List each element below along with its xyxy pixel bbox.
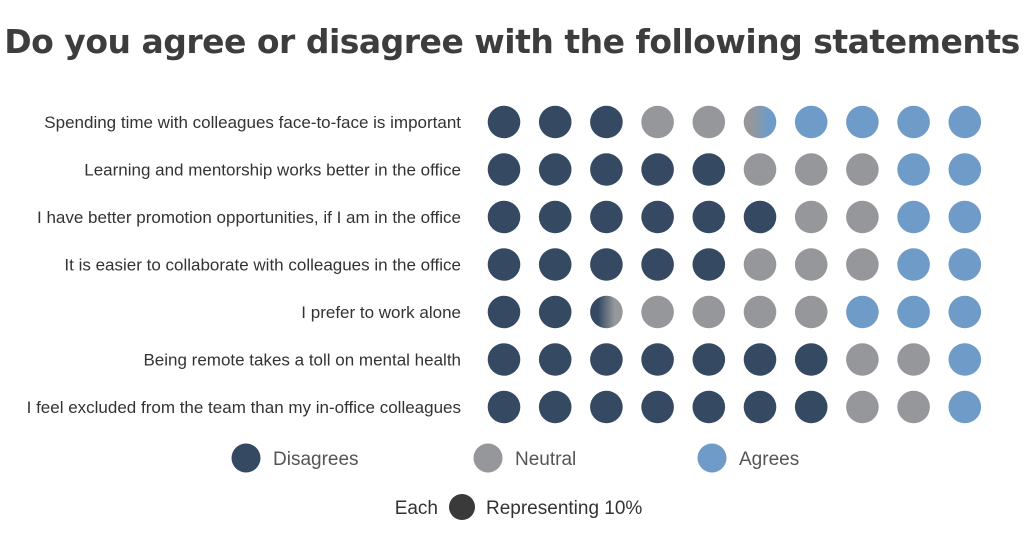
waffle-dot	[692, 390, 726, 424]
waffle-dot	[897, 390, 930, 424]
waffle-dot	[846, 105, 879, 139]
legend-item-disagrees: Disagrees	[231, 443, 359, 473]
waffle-dot	[846, 343, 879, 376]
waffle-dot	[487, 105, 521, 139]
waffle-dot	[590, 248, 623, 281]
waffle-dot	[590, 295, 623, 329]
waffle-dot	[692, 200, 726, 234]
legend-item-neutral: Neutral	[473, 443, 576, 473]
waffle-dot	[794, 200, 828, 234]
waffle-dot	[794, 248, 828, 281]
waffle-dot	[743, 153, 777, 186]
waffle-dot	[590, 105, 623, 139]
waffle-dot	[948, 390, 982, 424]
waffle-dot	[743, 390, 777, 424]
waffle-dot	[897, 153, 930, 186]
waffle-dot	[897, 295, 930, 329]
waffle-dot	[948, 153, 982, 186]
waffle-dot	[487, 390, 521, 424]
waffle-dot	[641, 343, 674, 376]
waffle-dot	[538, 390, 572, 424]
waffle-dot	[538, 248, 572, 281]
waffle-dot	[794, 343, 828, 376]
waffle-dot	[538, 295, 572, 329]
waffle-dot	[487, 200, 521, 234]
waffle-dot	[538, 200, 572, 234]
waffle-dot	[487, 153, 521, 186]
waffle-dot	[590, 390, 623, 424]
waffle-dot	[641, 295, 674, 329]
waffle-dot	[948, 105, 982, 139]
waffle-dot	[538, 343, 572, 376]
row-label: I have better promotion opportunities, i…	[37, 208, 461, 227]
chart-title: Do you agree or disagree with the follow…	[4, 22, 1020, 61]
waffle-dot	[743, 200, 777, 234]
waffle-dot	[743, 105, 777, 139]
unit-dot-icon	[449, 494, 475, 520]
legend-swatch	[231, 443, 261, 473]
waffle-dot	[538, 105, 572, 139]
waffle-dot	[846, 200, 879, 234]
row-label: I feel excluded from the team than my in…	[27, 398, 461, 417]
waffle-dot	[487, 343, 521, 376]
row-label: Being remote takes a toll on mental heal…	[143, 351, 461, 370]
waffle-dot	[794, 390, 828, 424]
waffle-dot	[590, 200, 623, 234]
waffle-dot	[846, 153, 879, 186]
legend-item-agrees: Agrees	[697, 443, 799, 473]
waffle-dot	[948, 200, 982, 234]
waffle-dot	[897, 248, 930, 281]
waffle-dot	[692, 105, 726, 139]
row-label: Learning and mentorship works better in …	[84, 161, 461, 180]
waffle-dot	[846, 248, 879, 281]
legend-label: Disagrees	[273, 449, 359, 470]
waffle-dot	[743, 248, 777, 281]
waffle-dot	[743, 295, 777, 329]
waffle-dot	[846, 390, 879, 424]
waffle-dot	[692, 248, 726, 281]
waffle-dot	[692, 295, 726, 329]
waffle-dot	[590, 343, 623, 376]
legend-label: Neutral	[515, 449, 576, 470]
unit-note-prefix: Each	[395, 498, 438, 519]
waffle-dot	[897, 105, 930, 139]
waffle-dot	[897, 200, 930, 234]
waffle-dot	[948, 295, 982, 329]
waffle-dot	[948, 343, 982, 376]
waffle-dot	[641, 105, 674, 139]
legend-swatch	[473, 443, 503, 473]
waffle-dot	[487, 248, 521, 281]
waffle-dot	[590, 153, 623, 186]
waffle-dot	[794, 105, 828, 139]
row-label: I prefer to work alone	[301, 303, 461, 322]
waffle-dot	[641, 200, 674, 234]
waffle-dot	[743, 343, 777, 376]
waffle-dot	[692, 153, 726, 186]
waffle-dot	[641, 153, 674, 186]
legend-label: Agrees	[739, 449, 799, 470]
waffle-dot	[487, 295, 521, 329]
waffle-dot	[692, 343, 726, 376]
row-label: It is easier to collaborate with colleag…	[64, 256, 461, 275]
waffle-dot	[794, 295, 828, 329]
legend-swatch	[697, 443, 727, 473]
unit-note-suffix: Representing 10%	[486, 498, 642, 519]
waffle-dot	[948, 248, 982, 281]
waffle-dot	[538, 153, 572, 186]
waffle-dot	[641, 390, 674, 424]
waffle-dot	[794, 153, 828, 186]
waffle-dot	[641, 248, 674, 281]
waffle-dot	[846, 295, 879, 329]
waffle-dot	[897, 343, 930, 376]
row-label: Spending time with colleagues face-to-fa…	[44, 113, 461, 132]
